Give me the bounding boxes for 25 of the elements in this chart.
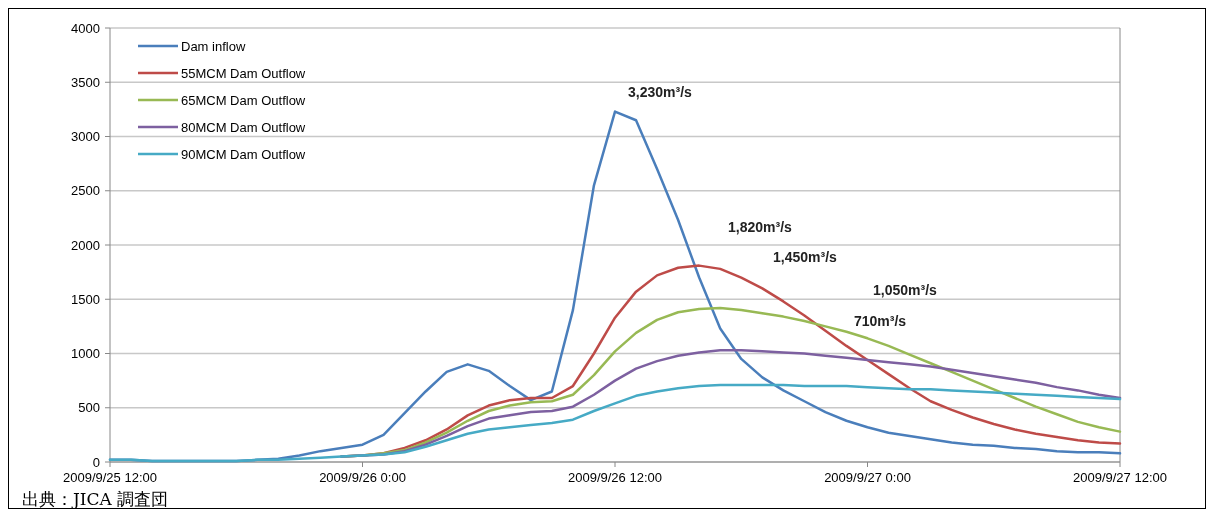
y-tick-label: 2500 xyxy=(71,183,100,199)
legend-label: 55MCM Dam Outflow xyxy=(181,65,306,81)
legend-label: Dam inflow xyxy=(181,38,246,54)
legend-label: 65MCM Dam Outflow xyxy=(181,92,306,108)
x-tick-label: 2009/9/26 0:00 xyxy=(319,470,406,485)
x-tick-label: 2009/9/26 12:00 xyxy=(568,470,662,485)
annotation: 1,050m³/s xyxy=(873,281,938,298)
y-tick-label: 4000 xyxy=(71,20,100,36)
x-tick-label: 2009/9/27 12:00 xyxy=(1073,470,1167,485)
y-tick-label: 1000 xyxy=(71,346,100,362)
y-tick-label: 3500 xyxy=(71,74,100,90)
legend-label: 90MCM Dam Outflow xyxy=(181,146,306,162)
legend-label: 80MCM Dam Outflow xyxy=(181,119,306,135)
y-tick-label: 2000 xyxy=(71,237,100,253)
annotation: 1,820m³/s xyxy=(728,218,793,235)
y-tick-label: 500 xyxy=(78,400,100,416)
annotation: 710m³/s xyxy=(853,312,907,329)
x-tick-label: 2009/9/25 12:00 xyxy=(63,470,157,485)
annotation: 1,450m³/s xyxy=(773,248,838,265)
source-note: 出典：JICA 調査団 xyxy=(22,489,169,509)
y-tick-label: 0 xyxy=(92,454,100,470)
x-tick-label: 2009/9/27 0:00 xyxy=(824,470,911,485)
y-tick-label: 1500 xyxy=(71,291,100,307)
y-tick-label: 3000 xyxy=(71,129,100,145)
annotation: 3,230m³/s xyxy=(628,83,693,100)
